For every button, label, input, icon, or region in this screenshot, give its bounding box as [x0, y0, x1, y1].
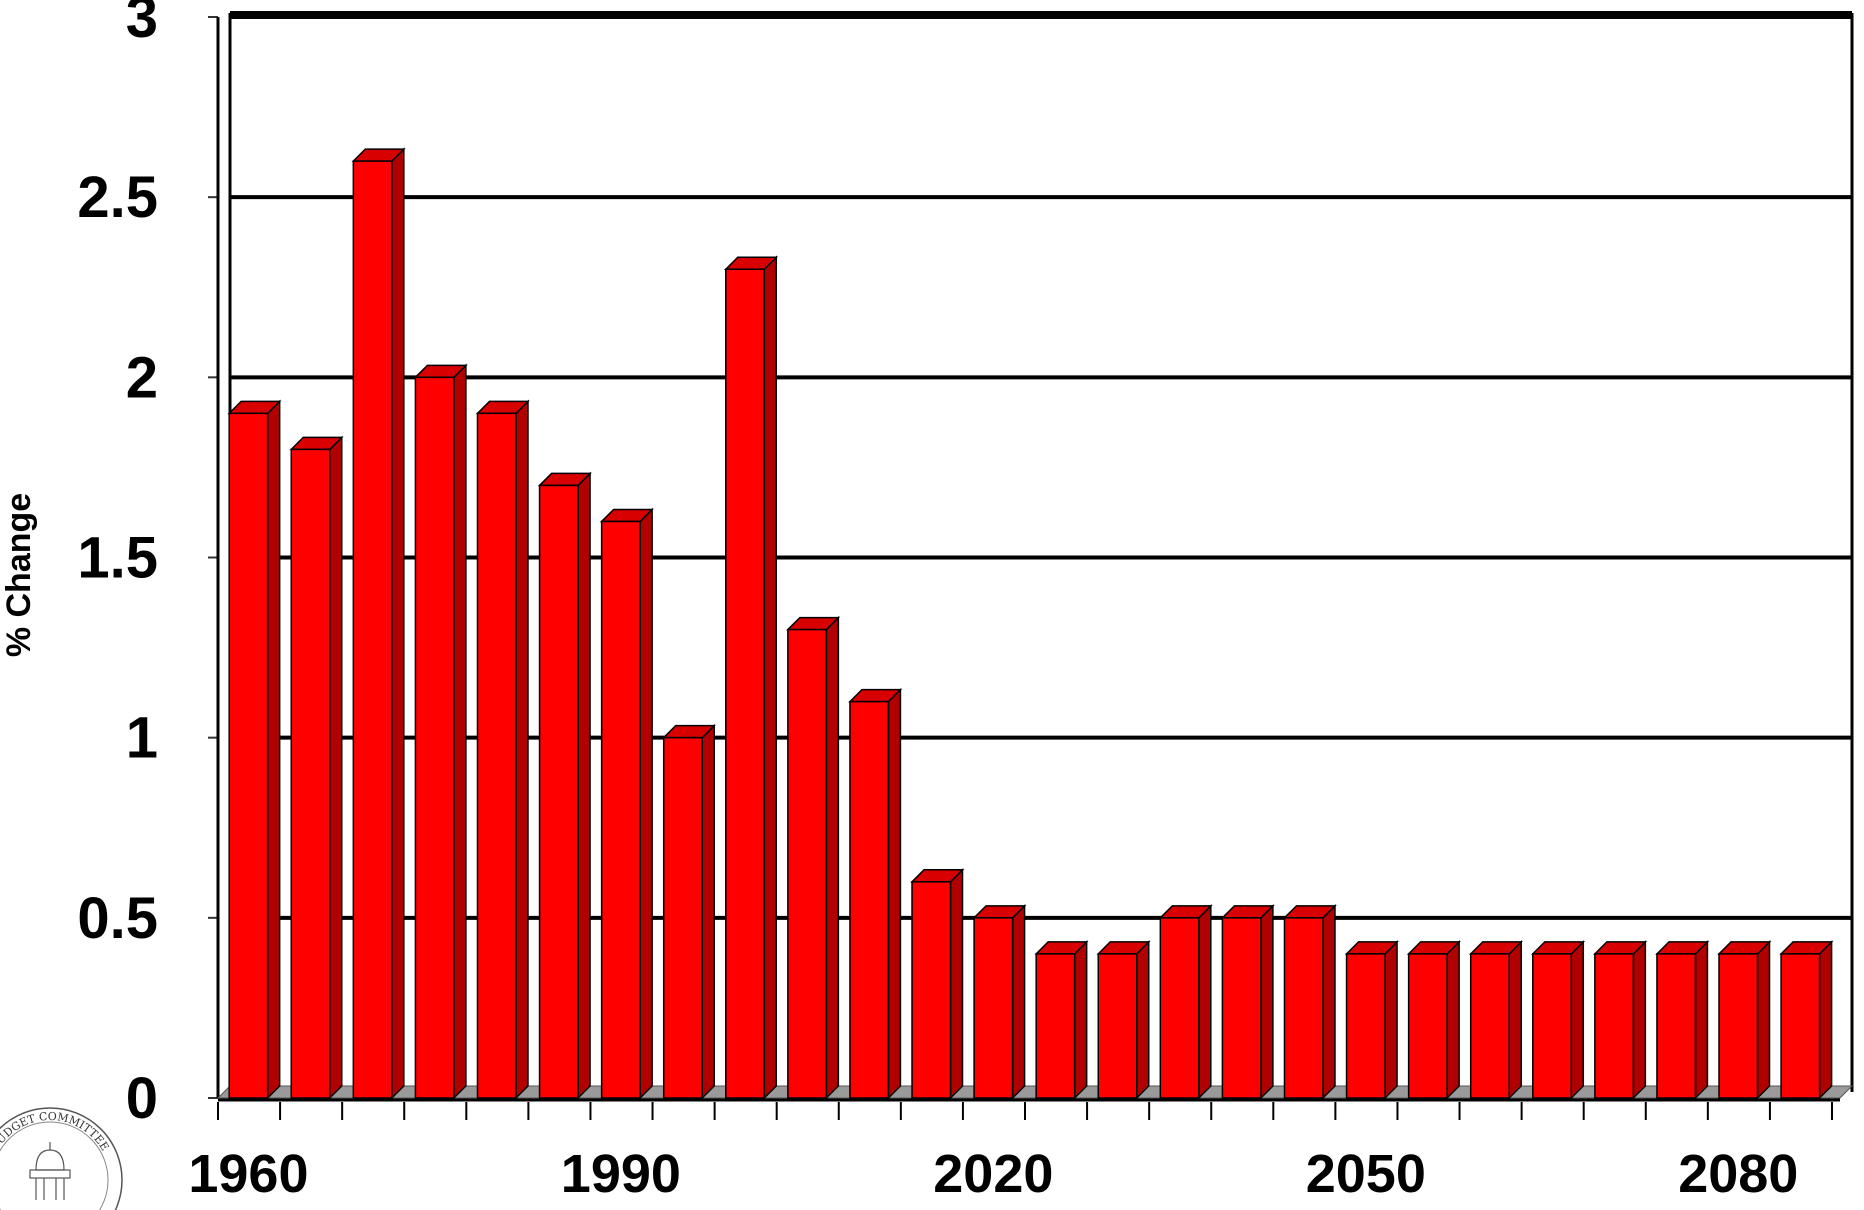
bar-side	[1135, 940, 1150, 1100]
bar-front	[290, 448, 331, 1099]
y-tick-label: 0	[126, 1066, 158, 1131]
bar-front	[1469, 953, 1510, 1099]
bar-front	[600, 520, 641, 1099]
bar-front	[1283, 917, 1324, 1099]
bar	[1593, 940, 1648, 1100]
bar	[848, 687, 903, 1100]
bar-front	[1532, 953, 1573, 1099]
x-tick-label: 2050	[1306, 1144, 1426, 1204]
bar-front	[414, 376, 455, 1099]
bar-front	[1345, 953, 1386, 1099]
bar-side	[949, 867, 964, 1100]
bar	[1158, 904, 1213, 1100]
bar-front	[1407, 953, 1448, 1099]
bar-side	[453, 363, 467, 1100]
bar	[537, 471, 592, 1100]
bar-side	[515, 399, 529, 1100]
bar	[1530, 940, 1586, 1100]
bar-side	[1073, 940, 1088, 1100]
bar-front	[787, 628, 828, 1099]
x-tick-label: 1990	[561, 1144, 681, 1204]
bar-side	[1508, 940, 1522, 1100]
bar	[1034, 940, 1089, 1100]
bar	[1344, 940, 1399, 1100]
bar-side	[1446, 940, 1460, 1100]
y-tick-label: 2.5	[77, 165, 158, 230]
bar-front	[1035, 953, 1076, 1099]
x-tick-labels: 1960 1990 2020 2050 2080	[188, 1102, 1833, 1204]
x-tick-label: 2020	[933, 1144, 1053, 1204]
bar-side	[887, 687, 902, 1100]
bar-side	[1198, 904, 1212, 1100]
bar-side	[1818, 940, 1833, 1100]
bar	[723, 255, 779, 1100]
bar-side	[1011, 904, 1026, 1100]
bar	[599, 507, 654, 1100]
bar-side	[266, 399, 281, 1100]
bar-side	[577, 471, 591, 1100]
bar-front	[1656, 953, 1697, 1099]
bar-front	[1718, 953, 1759, 1099]
bar-front	[662, 736, 703, 1099]
y-tick-labels: 0 0.5 1 1.5 2 2.5 3	[77, 0, 158, 1131]
bar	[661, 723, 717, 1100]
bar-side	[1694, 940, 1709, 1100]
bar-front	[849, 700, 890, 1099]
bar-front	[973, 917, 1014, 1099]
bar-side	[1384, 940, 1398, 1100]
bar	[910, 867, 965, 1100]
y-tick-label: 3	[126, 0, 158, 50]
bar	[289, 435, 344, 1100]
y-axis-title: % Change	[0, 493, 38, 657]
capitol-dome-icon	[29, 1142, 71, 1200]
bar-side	[763, 255, 778, 1100]
bars	[227, 147, 1834, 1100]
bar-front	[476, 412, 517, 1099]
bar-front	[1221, 917, 1262, 1099]
bar-side	[391, 147, 405, 1100]
bar-front	[911, 881, 952, 1099]
bar-front	[1594, 953, 1635, 1099]
bar-side	[701, 723, 715, 1100]
bar-front	[1780, 953, 1821, 1099]
bar	[1282, 904, 1337, 1100]
bar	[1717, 940, 1772, 1100]
y-tick-label: 1.5	[77, 526, 158, 591]
bar	[475, 399, 530, 1100]
bar-side	[1322, 904, 1336, 1100]
bar-front	[725, 268, 766, 1099]
y-tick-label: 1	[126, 706, 158, 771]
bar-side	[1570, 940, 1585, 1100]
bar	[1655, 940, 1710, 1100]
bar	[1406, 940, 1461, 1100]
bar	[972, 904, 1027, 1100]
bar-front	[1159, 917, 1200, 1099]
bar-front	[352, 160, 393, 1099]
bar-side	[328, 435, 343, 1100]
bar	[413, 363, 468, 1100]
bar	[1096, 940, 1151, 1100]
bar-side	[1756, 940, 1771, 1100]
x-tick-label: 1960	[188, 1144, 308, 1204]
x-tick-label: 2080	[1678, 1144, 1798, 1204]
bar	[1468, 940, 1524, 1100]
budget-committee-seal: BUDGET COMMITTEE	[0, 1107, 123, 1210]
bar-side	[825, 615, 840, 1100]
bar-front	[1097, 953, 1138, 1099]
bar-front	[538, 484, 579, 1099]
bar-side	[1260, 904, 1274, 1100]
bar	[227, 399, 282, 1100]
bar-front	[228, 412, 269, 1099]
bar-side	[639, 507, 653, 1100]
bar-side	[1632, 940, 1647, 1100]
y-tick-label: 0.5	[77, 886, 158, 951]
y-tick-label: 2	[126, 345, 158, 410]
bar	[1779, 940, 1834, 1100]
bar	[351, 147, 406, 1100]
bar	[1220, 904, 1275, 1100]
bar	[786, 615, 841, 1100]
